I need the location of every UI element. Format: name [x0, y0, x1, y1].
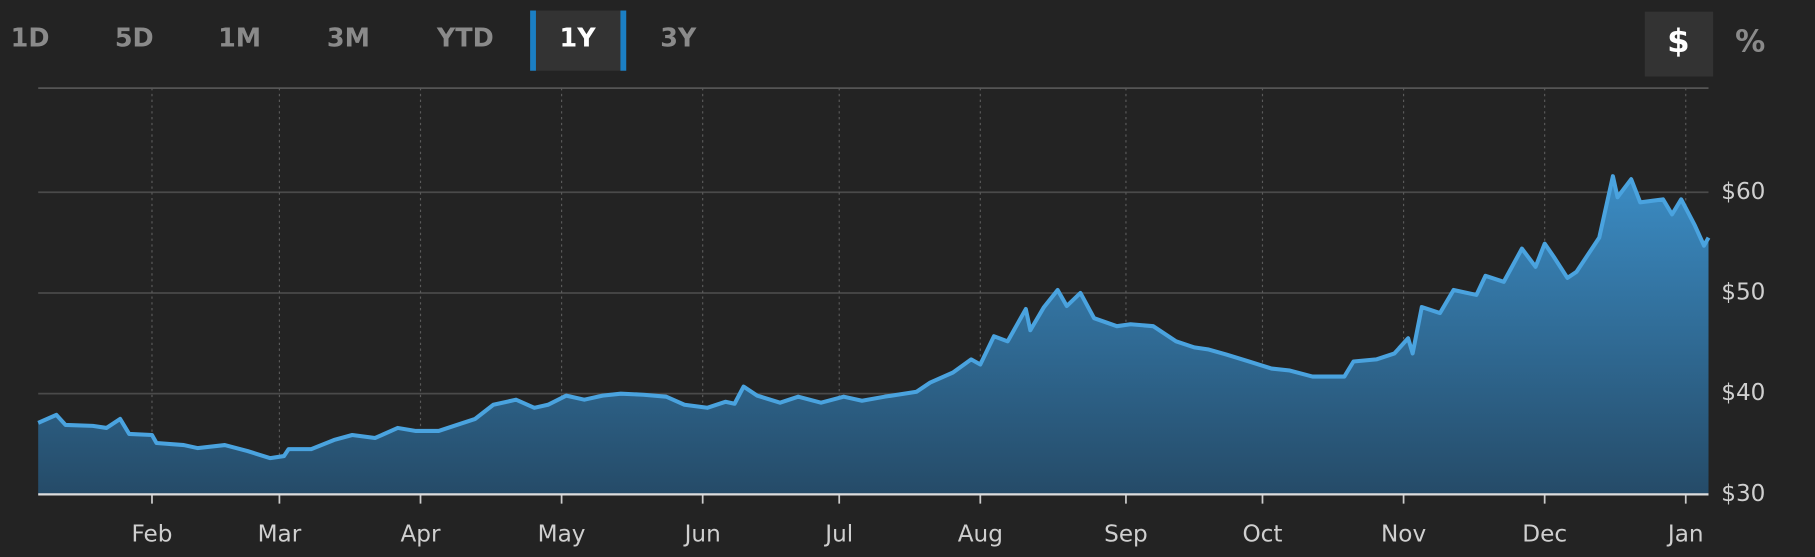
- x-tick-label: Jul: [823, 521, 853, 547]
- active-range-bg: [530, 10, 627, 71]
- x-tick-label: May: [538, 521, 586, 547]
- x-tick-label: Nov: [1381, 521, 1426, 547]
- price-line: [37, 174, 1711, 461]
- area: [38, 176, 1709, 495]
- y-tick-label: $60: [1721, 179, 1765, 205]
- range-button[interactable]: 1Y: [560, 23, 597, 53]
- active-unit-bg: [1644, 11, 1714, 77]
- x-tick-label: Dec: [1522, 521, 1567, 547]
- y-tick-label: $50: [1721, 279, 1765, 305]
- x-tick-label: Feb: [131, 521, 172, 547]
- active-marker: [620, 10, 627, 71]
- unit-button[interactable]: %: [1735, 24, 1765, 59]
- range-button[interactable]: 5D: [115, 23, 154, 53]
- range-button[interactable]: 3M: [327, 23, 370, 53]
- x-tick-label: Jan: [1666, 521, 1704, 547]
- range-button[interactable]: 1D: [11, 23, 50, 53]
- y-tick-label: $40: [1721, 380, 1765, 406]
- x-tick-label: Jun: [683, 521, 721, 547]
- x-tick-label: Oct: [1242, 521, 1282, 547]
- y-tick-label: $30: [1721, 481, 1765, 507]
- x-tick-label: Apr: [400, 521, 441, 547]
- range-button[interactable]: 3Y: [660, 23, 697, 53]
- unit-button[interactable]: $: [1667, 22, 1690, 60]
- plot: $30 $40 $50 $60 Feb Mar Apr May Jun Jul Aug Sep Oct N…: [37, 87, 1765, 547]
- range-button[interactable]: 1M: [218, 23, 261, 53]
- x-tick-label: Sep: [1104, 521, 1148, 547]
- range-button[interactable]: YTD: [436, 23, 494, 53]
- active-marker: [530, 10, 536, 71]
- x-tick-label: Aug: [958, 521, 1003, 547]
- x-tick-label: Mar: [258, 521, 302, 547]
